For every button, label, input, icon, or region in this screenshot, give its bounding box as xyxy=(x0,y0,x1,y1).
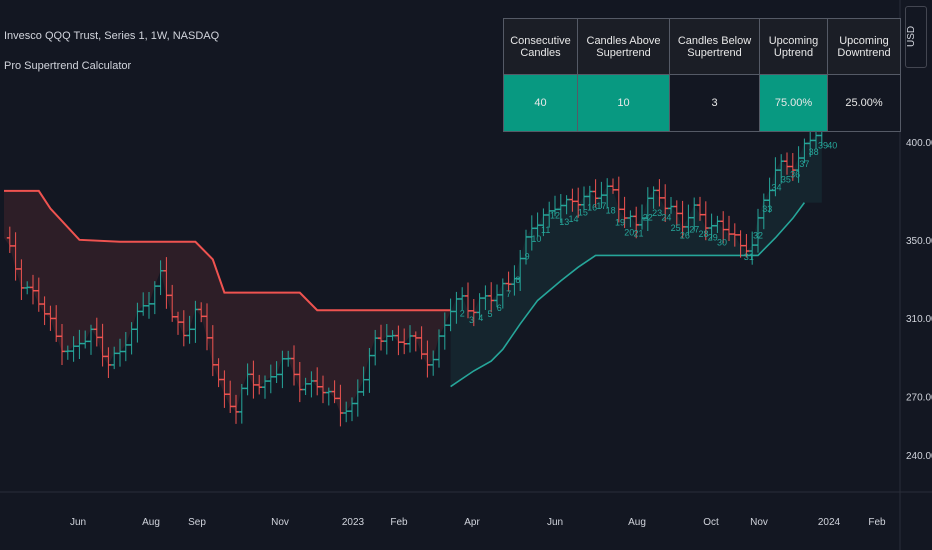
candle-count-label: 7 xyxy=(506,289,511,299)
value-upcoming-uptrend: 75.00% xyxy=(759,74,828,132)
candle-count-label: 35 xyxy=(781,174,791,184)
downtrend-fill xyxy=(4,190,451,413)
candle-count-label: 4 xyxy=(478,313,483,323)
candle-count-label: 37 xyxy=(799,159,809,169)
candle-count-label: 2 xyxy=(460,309,465,319)
candle-count-label: 30 xyxy=(717,237,727,247)
candle-count-label: 21 xyxy=(634,228,644,238)
y-tick-label: 400.00 xyxy=(906,138,932,149)
y-tick-label: 270.00 xyxy=(906,392,932,403)
value-candles-above: 10 xyxy=(577,74,670,132)
currency-label: USD xyxy=(906,25,917,47)
x-tick-label: Feb xyxy=(390,517,408,528)
header-candles-below: Candles Below Supertrend xyxy=(669,18,760,75)
y-tick-label: 240.00 xyxy=(906,451,932,462)
symbol-title[interactable]: Invesco QQQ Trust, Series 1, 1W, NASDAQ xyxy=(4,30,220,42)
header-upcoming-downtrend: Upcoming Downtrend xyxy=(827,18,901,75)
candle-count-label: 16 xyxy=(587,202,597,212)
candle-count-label: 40 xyxy=(827,140,837,150)
candle-count-label: 6 xyxy=(497,303,502,313)
price-bars xyxy=(6,113,825,427)
x-tick-label: Feb xyxy=(868,517,886,528)
candle-count-label: 31 xyxy=(744,252,754,262)
candle-count-label: 11 xyxy=(541,225,550,235)
candle-count-label: 25 xyxy=(671,223,681,233)
y-tick-label: 350.00 xyxy=(906,236,932,247)
candle-count-label: 10 xyxy=(531,234,541,244)
candle-count-label: 23 xyxy=(652,208,662,218)
candle-count-label: 24 xyxy=(661,213,671,223)
supertrend-fill xyxy=(4,124,822,413)
x-tick-label: Oct xyxy=(703,517,719,528)
x-axis[interactable]: Jun Aug Sep Nov 2023 Feb Apr Jun Aug Oct Nov 2024 Fe… xyxy=(70,517,886,528)
candle-count-label: 17 xyxy=(596,201,606,211)
currency-button[interactable] xyxy=(905,6,927,68)
candle-count-label: 18 xyxy=(606,206,616,216)
x-tick-label: Nov xyxy=(271,517,289,528)
indicator-title[interactable]: Pro Supertrend Calculator xyxy=(4,60,132,72)
supertrend-lines xyxy=(4,189,806,388)
candle-count-label: 8 xyxy=(515,275,520,285)
y-tick-label: 310.00 xyxy=(906,314,932,325)
candle-count-label: 3 xyxy=(469,315,474,325)
supertrend-up-line xyxy=(450,202,806,388)
candle-count-label: 34 xyxy=(772,182,782,192)
candle-count-label: 39 xyxy=(818,140,828,150)
candle-count-label: 26 xyxy=(680,231,690,241)
candle-count-label: 33 xyxy=(762,204,772,214)
supertrend-down-line xyxy=(4,189,451,312)
candle-count-label: 32 xyxy=(753,230,763,240)
x-tick-label: Jun xyxy=(70,517,86,528)
x-tick-label: Nov xyxy=(750,517,768,528)
candle-count-label: 28 xyxy=(698,229,708,239)
x-tick-label: Sep xyxy=(188,517,206,528)
candle-count-label: 9 xyxy=(525,251,530,261)
x-tick-label: Aug xyxy=(628,517,646,528)
candle-count-label: 22 xyxy=(643,213,653,223)
header-consecutive-candles: Consecutive Candles xyxy=(503,18,578,75)
candle-count-label: 19 xyxy=(615,217,625,227)
x-tick-label: Apr xyxy=(464,517,480,528)
candle-count-label: 15 xyxy=(578,208,588,218)
candle-count-label: 38 xyxy=(809,147,819,157)
header-candles-above: Candles Above Supertrend xyxy=(577,18,670,75)
candle-count-label: 29 xyxy=(708,233,718,243)
candle-count-label: 5 xyxy=(488,309,493,319)
y-axis[interactable]: 240.00 270.00 310.00 350.00 400.00 xyxy=(906,138,932,462)
x-tick-label: Jun xyxy=(547,517,563,528)
x-tick-label: Aug xyxy=(142,517,160,528)
candle-count-label: 27 xyxy=(689,224,699,234)
header-upcoming-uptrend: Upcoming Uptrend xyxy=(759,18,828,75)
candle-count-label: 13 xyxy=(559,217,569,227)
x-tick-label: 2023 xyxy=(342,517,365,528)
supertrend-stats-table: Consecutive Candles Candles Above Supert… xyxy=(503,18,901,132)
value-candles-below: 3 xyxy=(669,74,760,132)
candle-count-label: 36 xyxy=(790,169,800,179)
value-upcoming-downtrend: 25.00% xyxy=(827,74,901,132)
candle-count-label: 20 xyxy=(624,228,634,238)
candle-count-label: 14 xyxy=(569,214,579,224)
value-consecutive-candles: 40 xyxy=(503,74,578,132)
candle-count-label: 12 xyxy=(550,211,560,221)
x-tick-label: 2024 xyxy=(818,517,841,528)
